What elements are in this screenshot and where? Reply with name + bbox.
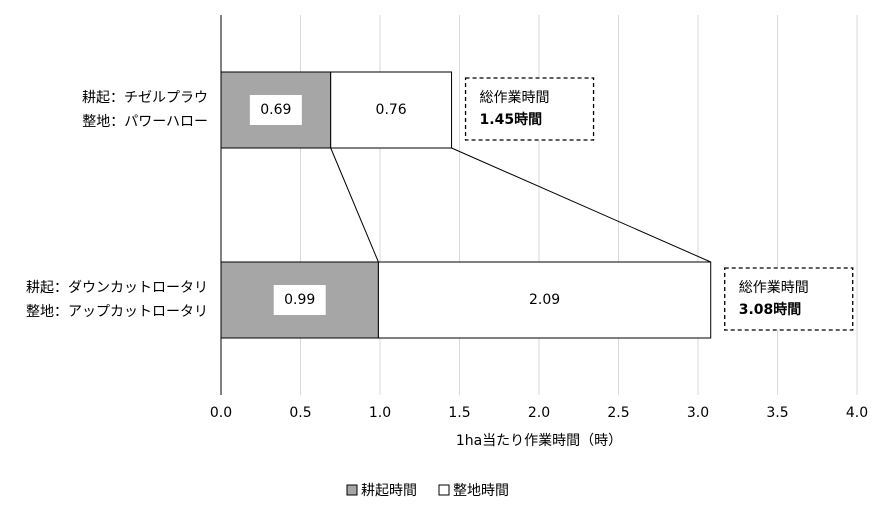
legend-swatch: [438, 484, 450, 496]
x-tick-label: 2.0: [528, 405, 550, 421]
annotation: 総作業時間: [480, 90, 550, 106]
legend-label: 整地時間: [453, 483, 509, 499]
x-tick-label: 4.0: [846, 405, 868, 421]
bar-segment: [377, 261, 712, 339]
y-tick-label: 耕起：チゼルプラウ: [82, 89, 208, 106]
x-tick-label: 1.5: [448, 405, 470, 421]
y-tick-label: 耕起：ダウンカットロータリ: [26, 279, 208, 296]
annotation: 3.08時間: [739, 301, 802, 318]
x-tick-label: 1.0: [369, 405, 391, 421]
value-label: 0.69: [260, 102, 291, 118]
x-tick-label: 0.5: [289, 405, 311, 421]
bar-segment: [330, 71, 453, 149]
x-tick-label: 2.5: [607, 405, 629, 421]
value-label: 0.76: [376, 102, 407, 118]
value-label: 0.99: [284, 292, 315, 308]
annotation-box: [724, 267, 854, 331]
y-tick-label: 整地：パワーハロー: [82, 114, 208, 130]
annotation: 総作業時間: [739, 280, 809, 296]
annotation-box: [464, 77, 595, 141]
x-axis-title: 1ha当たり作業時間（時）: [456, 433, 622, 449]
annotation: 1.45時間: [480, 111, 543, 128]
connector: [451, 147, 711, 263]
value-label: 2.09: [529, 292, 560, 308]
x-tick-label: 3.0: [687, 405, 709, 421]
y-tick-label: 整地：アップカットロータリ: [26, 304, 208, 320]
x-tick-label: 0.0: [210, 405, 232, 421]
legend-swatch: [346, 484, 358, 496]
value-label-box: [249, 95, 302, 125]
value-label-box: [273, 285, 326, 315]
x-tick-label: 3.5: [766, 405, 788, 421]
connector: [330, 147, 379, 263]
legend-label: 耕起時間: [361, 482, 417, 499]
